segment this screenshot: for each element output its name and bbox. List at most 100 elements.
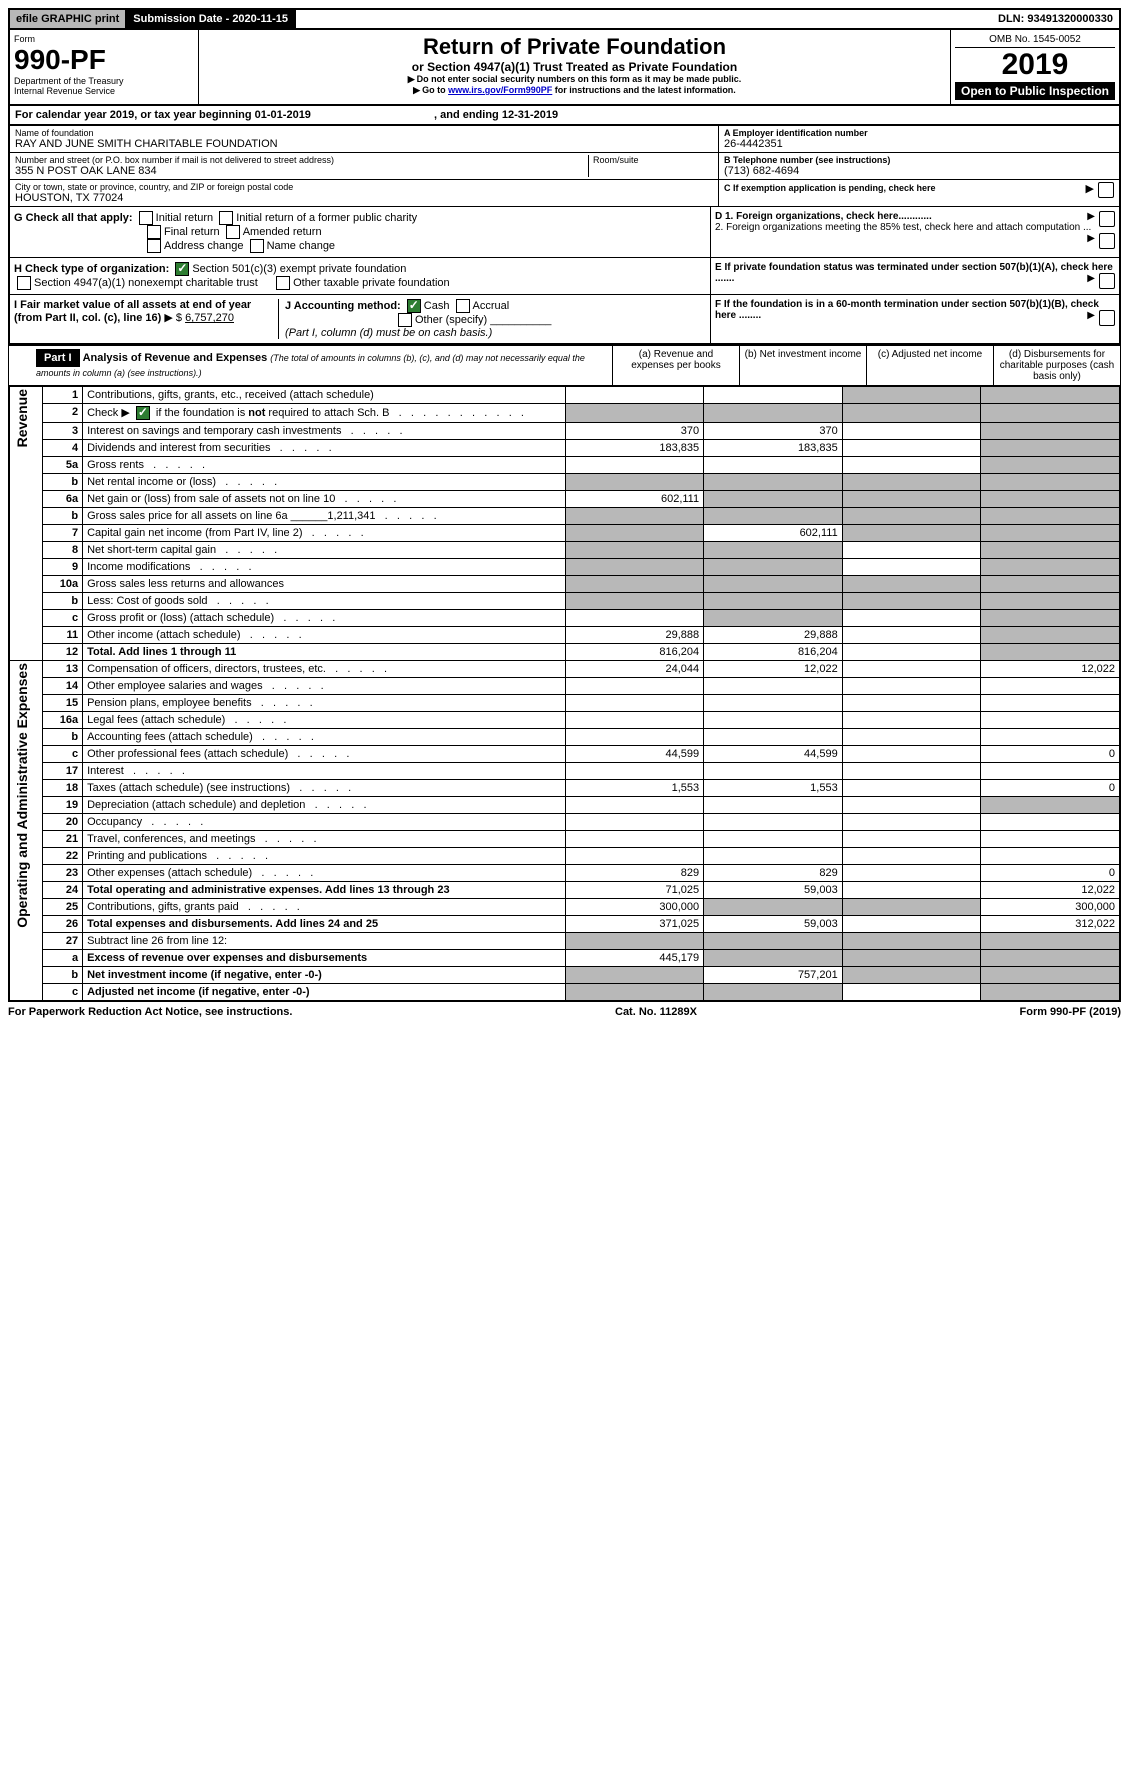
value-cell [704, 508, 843, 525]
value-cell [565, 763, 704, 780]
revenue-section-label: Revenue [14, 389, 30, 447]
g-final[interactable] [147, 225, 161, 239]
g-amended[interactable] [226, 225, 240, 239]
value-cell [565, 848, 704, 865]
value-cell: 183,835 [704, 440, 843, 457]
line-number: b [43, 508, 83, 525]
line-number: 15 [43, 695, 83, 712]
g-initial-former[interactable] [219, 211, 233, 225]
value-cell [842, 865, 981, 882]
value-cell [981, 967, 1120, 984]
value-cell [981, 950, 1120, 967]
value-cell [842, 695, 981, 712]
value-cell [842, 797, 981, 814]
line-number: 9 [43, 559, 83, 576]
h-opt1: Section 501(c)(3) exempt private foundat… [192, 263, 406, 275]
d2-label: 2. Foreign organizations meeting the 85%… [715, 222, 1091, 233]
value-cell [842, 763, 981, 780]
table-row: 10aGross sales less returns and allowanc… [9, 576, 1120, 593]
line-number: 22 [43, 848, 83, 865]
line-description: Gross rents . . . . . [83, 457, 565, 474]
value-cell [981, 423, 1120, 440]
line-number: 6a [43, 491, 83, 508]
value-cell [842, 423, 981, 440]
line-description: Other expenses (attach schedule) . . . .… [83, 865, 565, 882]
h-4947[interactable] [17, 276, 31, 290]
dln: DLN: 93491320000330 [992, 10, 1119, 28]
table-row: 14Other employee salaries and wages . . … [9, 678, 1120, 695]
value-cell: 1,553 [704, 780, 843, 797]
table-row: 16aLegal fees (attach schedule) . . . . … [9, 712, 1120, 729]
line-description: Contributions, gifts, grants paid . . . … [83, 899, 565, 916]
value-cell [704, 814, 843, 831]
value-cell [565, 933, 704, 950]
value-cell [704, 387, 843, 404]
d1-checkbox[interactable] [1099, 211, 1115, 227]
line-number: 17 [43, 763, 83, 780]
value-cell [981, 440, 1120, 457]
value-cell [981, 525, 1120, 542]
e-checkbox[interactable] [1099, 273, 1115, 289]
value-cell [565, 525, 704, 542]
h-501c3[interactable] [175, 262, 189, 276]
g-opt4: Address change [164, 240, 244, 252]
efile-label[interactable]: efile GRAPHIC print [10, 10, 127, 28]
ein: 26-4442351 [724, 138, 1114, 150]
line-number: b [43, 729, 83, 746]
h-other-tax[interactable] [276, 276, 290, 290]
table-row: cGross profit or (loss) (attach schedule… [9, 610, 1120, 627]
value-cell [704, 678, 843, 695]
line-description: Income modifications . . . . . [83, 559, 565, 576]
line-description: Printing and publications . . . . . [83, 848, 565, 865]
e-label: E If private foundation status was termi… [715, 262, 1113, 284]
ein-label: A Employer identification number [724, 128, 1114, 138]
g-address[interactable] [147, 239, 161, 253]
h-opt2: Section 4947(a)(1) nonexempt charitable … [34, 277, 258, 289]
form-number: 990-PF [14, 44, 194, 76]
c-checkbox[interactable] [1098, 182, 1114, 198]
g-initial[interactable] [139, 211, 153, 225]
form-title: Return of Private Foundation [203, 34, 946, 60]
city: HOUSTON, TX 77024 [15, 192, 713, 204]
address: 355 N POST OAK LANE 834 [15, 165, 588, 177]
f-checkbox[interactable] [1099, 310, 1115, 326]
value-cell [981, 610, 1120, 627]
line-number: 11 [43, 627, 83, 644]
city-label: City or town, state or province, country… [15, 182, 713, 192]
value-cell [565, 984, 704, 1002]
line-description: Capital gain net income (from Part IV, l… [83, 525, 565, 542]
table-row: 18Taxes (attach schedule) (see instructi… [9, 780, 1120, 797]
table-row: 12Total. Add lines 1 through 11816,20481… [9, 644, 1120, 661]
value-cell: 602,111 [704, 525, 843, 542]
check-section-h: H Check type of organization: Section 50… [8, 258, 1121, 295]
j-accrual[interactable] [456, 299, 470, 313]
value-cell [842, 746, 981, 763]
line-description: Depreciation (attach schedule) and deple… [83, 797, 565, 814]
schb-checkbox[interactable] [136, 406, 150, 420]
i-value: 6,757,270 [185, 312, 234, 324]
value-cell [842, 678, 981, 695]
form-label: Form [14, 34, 194, 44]
warn2: Go to www.irs.gov/Form990PF for instruct… [203, 85, 946, 96]
d2-checkbox[interactable] [1099, 233, 1115, 249]
table-row: bAccounting fees (attach schedule) . . .… [9, 729, 1120, 746]
table-row: 23Other expenses (attach schedule) . . .… [9, 865, 1120, 882]
value-cell: 371,025 [565, 916, 704, 933]
value-cell [704, 984, 843, 1002]
form-header: Form 990-PF Department of the Treasury I… [8, 30, 1121, 106]
value-cell [981, 763, 1120, 780]
j-cash[interactable] [407, 299, 421, 313]
value-cell [842, 387, 981, 404]
table-row: 3Interest on savings and temporary cash … [9, 423, 1120, 440]
table-row: 5aGross rents . . . . . [9, 457, 1120, 474]
table-row: 6aNet gain or (loss) from sale of assets… [9, 491, 1120, 508]
value-cell [842, 831, 981, 848]
table-row: 25Contributions, gifts, grants paid . . … [9, 899, 1120, 916]
submission-date: Submission Date - 2020-11-15 [127, 10, 296, 28]
line-description: Excess of revenue over expenses and disb… [83, 950, 565, 967]
j-other[interactable] [398, 313, 412, 327]
form-link[interactable]: www.irs.gov/Form990PF [448, 85, 552, 95]
g-name[interactable] [250, 239, 264, 253]
value-cell [704, 593, 843, 610]
footer-mid: Cat. No. 11289X [615, 1006, 697, 1018]
